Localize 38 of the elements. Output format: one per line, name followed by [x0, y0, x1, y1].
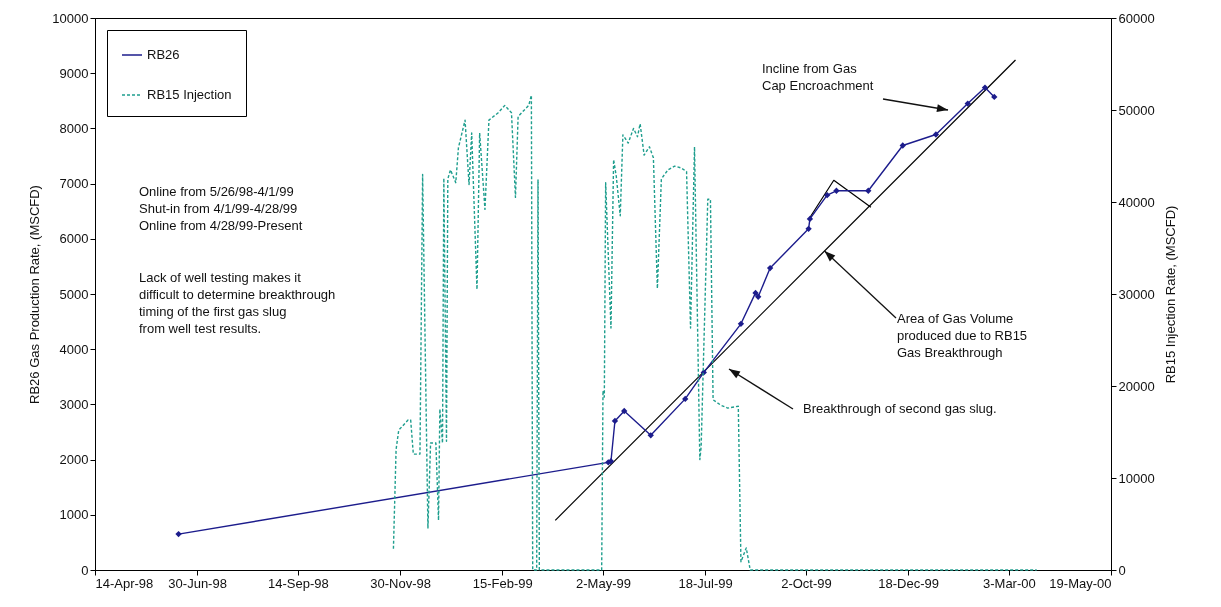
x-tick-label: 18-Jul-99: [678, 575, 733, 591]
y2-tick-label: 20000: [1118, 378, 1155, 394]
y2-tick-label: 60000: [1118, 10, 1155, 26]
y2-axis-title: RB15 Injection Rate, (MSCFD): [1162, 205, 1178, 384]
annotation: Area of Gas Volume produced due to RB15 Gas Breakthrough: [897, 311, 1028, 360]
annotation: Lack of well testing makes it difficult to determine breakthrough timing of the first gas slug from well test results.: [139, 270, 336, 336]
y-tick-label: 0: [81, 562, 89, 578]
x-tick-label: 15-Feb-99: [472, 575, 533, 591]
x-tick-label: 14-Apr-98: [95, 575, 154, 591]
x-tick-label: 2-Oct-99: [781, 575, 832, 591]
y-tick-label: 8000: [59, 120, 89, 136]
y-tick-label: 10000: [52, 10, 89, 26]
y2-tick-label: 0: [1118, 562, 1126, 578]
annotation: Incline from Gas Cap Encroachment: [762, 61, 874, 93]
y2-tick-label: 40000: [1118, 194, 1155, 210]
y-tick-label: 7000: [59, 176, 89, 192]
y2-tick-label: 30000: [1118, 286, 1155, 302]
x-tick-label: 14-Sep-98: [268, 575, 329, 591]
annotation: Breakthrough of second gas slug.: [803, 401, 997, 416]
y-tick-label: 6000: [59, 231, 89, 247]
y2-tick-label: 10000: [1118, 470, 1155, 486]
y-tick-label: 4000: [59, 341, 89, 357]
y-tick-label: 9000: [59, 65, 89, 81]
x-tick-label: 18-Dec-99: [878, 575, 939, 591]
y-tick-label: 2000: [59, 452, 89, 468]
legend-label: RB26: [147, 47, 180, 62]
x-tick-label: 30-Nov-98: [370, 575, 431, 591]
annotation: Online from 5/26/98-4/1/99 Shut-in from 4/1/99-4/28/99 Online from 4/28/99-Present: [139, 184, 303, 233]
x-tick-label: 3-Mar-00: [982, 575, 1036, 591]
y-axis-title: RB26 Gas Production Rate, (MSCFD): [27, 185, 43, 404]
y-tick-label: 3000: [59, 396, 89, 412]
legend-label: RB15 Injection: [147, 87, 232, 102]
y-tick-label: 1000: [59, 507, 89, 523]
y2-tick-label: 50000: [1118, 102, 1155, 118]
x-tick-label: 2-May-99: [576, 575, 631, 591]
y-tick-label: 5000: [59, 286, 89, 302]
x-tick-label: 19-May-00: [1049, 575, 1112, 591]
x-tick-label: 30-Jun-98: [168, 575, 227, 591]
